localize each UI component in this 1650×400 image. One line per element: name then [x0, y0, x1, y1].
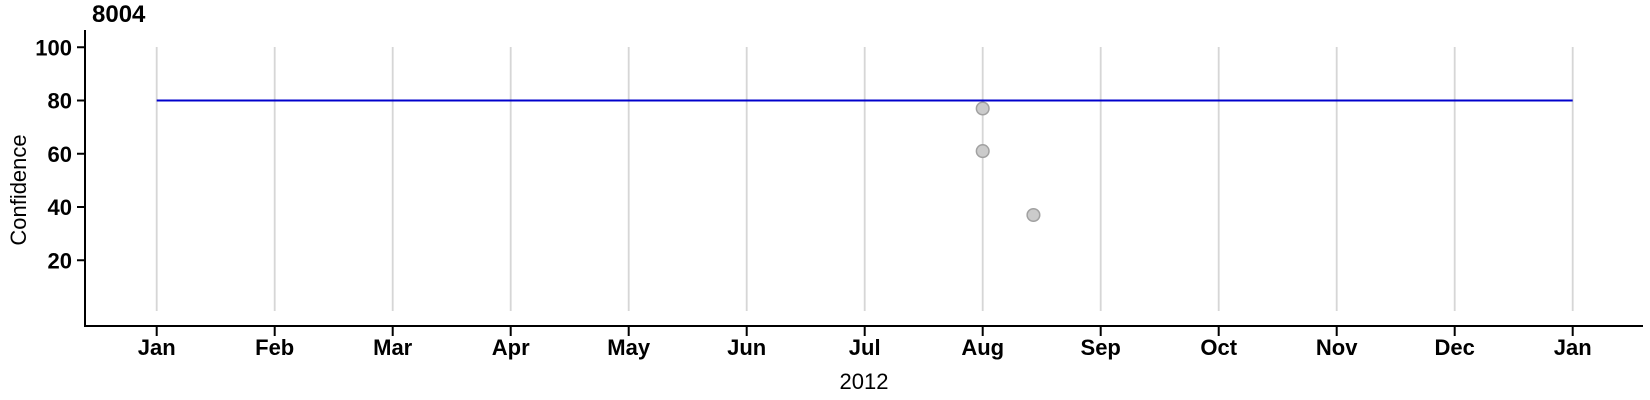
y-tick-label: 60: [48, 142, 72, 167]
y-tick-label: 80: [48, 89, 72, 114]
x-tick-label: Jan: [1554, 335, 1592, 360]
chart-title: 8004: [92, 1, 146, 28]
x-tick-label: May: [607, 335, 651, 360]
x-tick-label: Dec: [1435, 335, 1475, 360]
x-tick-label: Jan: [138, 335, 176, 360]
y-tick-label: 20: [48, 248, 72, 273]
x-tick-label: Mar: [373, 335, 413, 360]
x-tick-label: Oct: [1200, 335, 1237, 360]
x-tick-label: Sep: [1081, 335, 1121, 360]
data-point: [975, 144, 990, 159]
x-axis-label: 2012: [839, 369, 889, 394]
x-tick-label: Nov: [1316, 335, 1358, 360]
x-tick-label: Apr: [492, 335, 530, 360]
y-tick-label: 40: [48, 195, 72, 220]
x-tick-label: Aug: [961, 335, 1004, 360]
data-point: [1026, 207, 1041, 223]
y-tick-label: 100: [35, 35, 72, 60]
x-tick-label: Jul: [849, 335, 881, 360]
x-tick-label: Feb: [255, 335, 294, 360]
x-tick-label: Jun: [727, 335, 766, 360]
data-point: [975, 101, 990, 116]
